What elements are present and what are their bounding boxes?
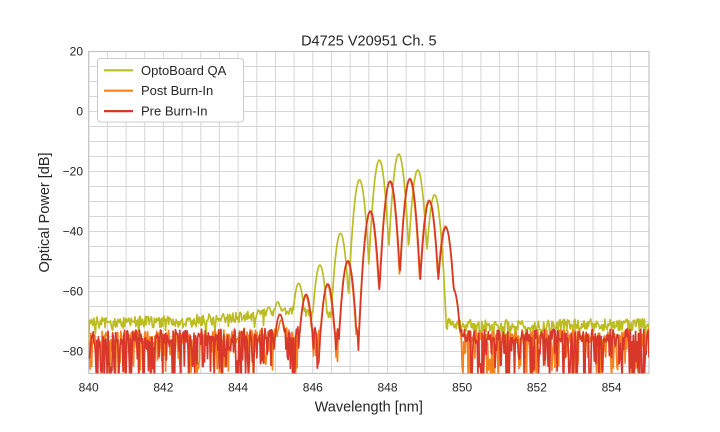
x-tick-label: 844 <box>228 381 248 395</box>
y-tick-label: −60 <box>63 285 84 299</box>
x-tick-label: 840 <box>79 381 99 395</box>
legend-box <box>97 58 244 123</box>
trace-pre-burn-in <box>88 177 649 374</box>
x-tick-label: 848 <box>377 381 397 395</box>
x-axis-label: Wavelength [nm] <box>315 400 423 416</box>
y-tick-label: −20 <box>63 165 84 179</box>
y-tick-label: −40 <box>63 225 84 239</box>
y-axis-tick-labels: 20 0 −20 −40 −60 −80 <box>63 45 84 359</box>
trace-optoboard-qa <box>88 153 649 345</box>
y-tick-label: 0 <box>76 105 83 119</box>
legend: OptoBoard QA Post Burn-In Pre Burn-In <box>97 58 244 123</box>
x-tick-label: 854 <box>602 381 622 395</box>
x-tick-label: 852 <box>527 381 547 395</box>
legend-entry-label: Post Burn-In <box>141 83 213 98</box>
x-tick-label: 842 <box>153 381 173 395</box>
plot-frame <box>88 50 650 374</box>
y-tick-label: 20 <box>70 45 84 59</box>
x-axis-tick-labels: 840 842 844 846 848 850 852 854 <box>79 381 622 395</box>
legend-entry-label: OptoBoard QA <box>141 63 227 78</box>
y-axis-label: Optical Power [dB] <box>37 152 53 272</box>
legend-entry-label: Pre Burn-In <box>141 104 207 119</box>
chart-title: D4725 V20951 Ch. 5 <box>301 34 436 50</box>
x-tick-label: 846 <box>303 381 323 395</box>
y-tick-label: −80 <box>63 345 84 359</box>
trace-layer <box>88 153 649 374</box>
x-tick-label: 850 <box>452 381 472 395</box>
